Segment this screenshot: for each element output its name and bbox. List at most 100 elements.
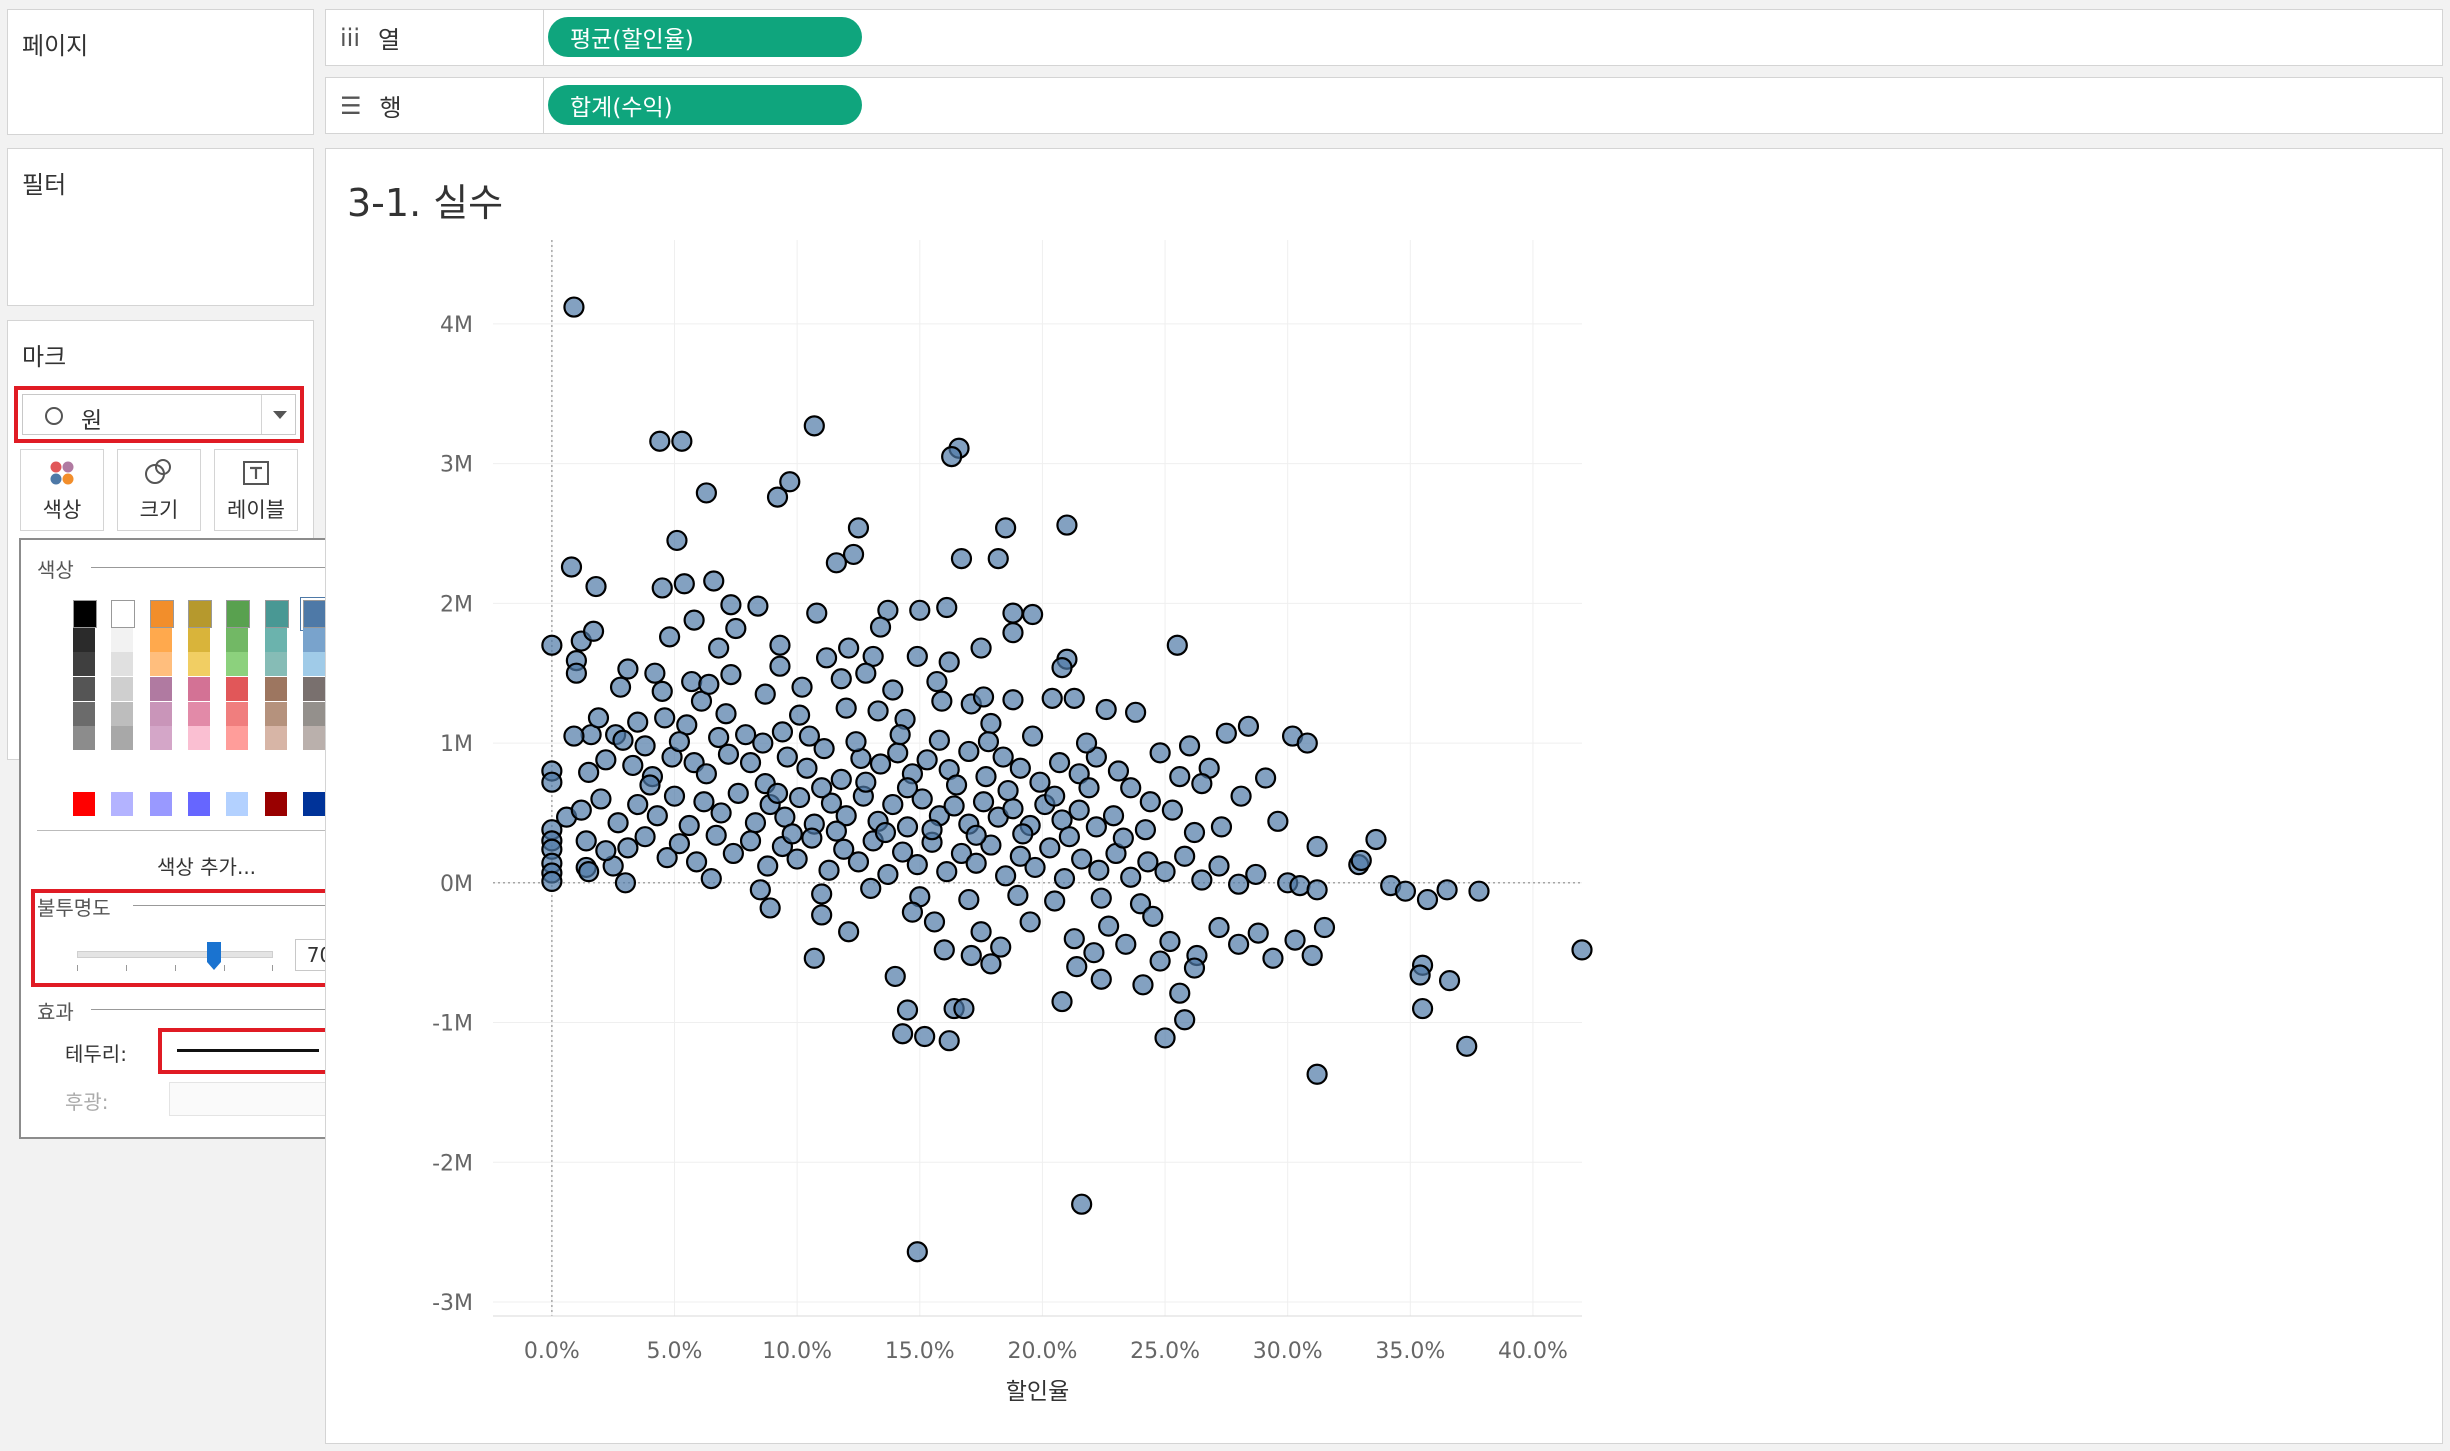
data-point [769, 655, 791, 677]
basic-color-swatch[interactable] [73, 792, 95, 816]
palette-swatch[interactable] [150, 600, 174, 628]
columns-pill[interactable]: 평균(할인율) [548, 17, 862, 57]
palette-swatch[interactable] [73, 702, 95, 726]
palette-swatch[interactable] [226, 600, 250, 628]
size-button[interactable]: 크기 [117, 449, 201, 531]
palette-swatch[interactable] [226, 726, 248, 750]
palette-swatch[interactable] [111, 652, 133, 676]
palette-swatch[interactable] [188, 726, 210, 750]
basic-color-swatch[interactable] [111, 792, 133, 816]
palette-swatch[interactable] [303, 628, 325, 652]
data-point [715, 703, 737, 725]
palette-swatch[interactable] [111, 677, 133, 701]
data-point [1041, 687, 1063, 709]
palette-swatch[interactable] [265, 677, 287, 701]
rows-pill[interactable]: 합계(수익) [548, 85, 862, 125]
columns-shelf[interactable]: iii 열 평균(할인율) [325, 9, 2443, 66]
palette-swatch[interactable] [73, 652, 95, 676]
data-point [1183, 821, 1206, 844]
palette-swatch[interactable] [111, 726, 133, 750]
palette-swatch[interactable] [303, 702, 325, 726]
y-tick-label: 1M [440, 732, 473, 757]
palette-swatch[interactable] [301, 598, 329, 630]
palette-swatch[interactable] [265, 652, 287, 676]
palette-swatch[interactable] [73, 677, 95, 701]
palette-swatch[interactable] [265, 702, 287, 726]
pages-card[interactable]: 페이지 [7, 9, 314, 135]
data-point [609, 676, 632, 698]
palette-swatch[interactable] [150, 652, 172, 676]
data-point [997, 779, 1019, 802]
data-point [1191, 772, 1213, 795]
palette-swatch[interactable] [111, 600, 135, 628]
opacity-slider-thumb[interactable] [207, 942, 222, 970]
data-point [1053, 868, 1076, 890]
palette-swatch[interactable] [150, 628, 172, 652]
data-point [869, 616, 892, 638]
palette-swatch[interactable] [73, 628, 95, 652]
filters-card[interactable]: 필터 [7, 148, 314, 306]
data-point [720, 594, 742, 616]
palette-swatch[interactable] [265, 600, 289, 628]
palette-swatch[interactable] [73, 600, 97, 628]
data-point [916, 749, 938, 771]
palette-swatch[interactable] [303, 677, 325, 701]
data-point [678, 814, 700, 837]
mark-type-dropdown[interactable]: 원 [22, 394, 296, 435]
palette-swatch[interactable] [188, 702, 210, 726]
data-point [766, 486, 789, 508]
basic-color-swatch[interactable] [226, 792, 248, 816]
data-point [945, 774, 968, 796]
palette-swatch[interactable] [111, 628, 133, 652]
data-point [1139, 791, 1161, 813]
data-point [869, 753, 892, 775]
palette-swatch[interactable] [188, 652, 210, 676]
data-point [1095, 698, 1117, 721]
data-point [1051, 657, 1073, 679]
data-point [874, 821, 897, 844]
basic-color-swatch[interactable] [188, 792, 210, 816]
palette-swatch[interactable] [303, 726, 325, 750]
palette-swatch[interactable] [226, 677, 248, 701]
data-point [749, 879, 771, 901]
add-color-link[interactable]: 색상 추가... [157, 855, 257, 879]
label-button[interactable]: 레이블 [214, 449, 298, 531]
palette-swatch[interactable] [188, 628, 210, 652]
color-button[interactable]: 색상 [20, 449, 104, 531]
palette-swatch[interactable] [226, 652, 248, 676]
palette-swatch[interactable] [265, 726, 287, 750]
basic-color-swatch[interactable] [265, 792, 287, 816]
data-point [668, 833, 691, 855]
rows-shelf[interactable]: ☰ 행 합계(수익) [325, 77, 2443, 134]
palette-swatch[interactable] [226, 702, 248, 726]
opacity-section-title: 불투명도 [37, 896, 111, 920]
palette-swatch[interactable] [111, 702, 133, 726]
scatter-chart[interactable]: 4M 3M 2M 1M 0M -1M -2M -3M 0.0% 5.0% 10.0% 15.0% 20.… [325, 148, 2443, 1444]
palette-swatch[interactable] [303, 652, 325, 676]
palette-swatch[interactable] [188, 600, 212, 628]
palette-swatch[interactable] [150, 726, 172, 750]
palette-swatch[interactable] [150, 677, 172, 701]
data-point [931, 690, 953, 712]
data-point [639, 774, 661, 796]
basic-color-swatch[interactable] [150, 792, 172, 816]
data-point [788, 786, 811, 809]
data-point [1102, 805, 1125, 827]
palette-swatch[interactable] [150, 702, 172, 726]
data-point [825, 820, 847, 842]
opacity-slider-track[interactable] [77, 951, 273, 958]
basic-color-swatch[interactable] [303, 792, 325, 816]
chevron-down-icon[interactable] [273, 411, 287, 419]
data-point [950, 842, 973, 865]
data-point [811, 904, 833, 926]
data-point [796, 757, 818, 779]
palette-swatch[interactable] [188, 677, 210, 701]
data-point [717, 743, 740, 765]
palette-swatch[interactable] [265, 628, 287, 652]
data-point [1142, 905, 1164, 927]
palette-swatch[interactable] [73, 726, 95, 750]
data-point [833, 838, 855, 860]
data-point [867, 700, 889, 722]
data-point [980, 953, 1002, 975]
palette-swatch[interactable] [226, 628, 248, 652]
